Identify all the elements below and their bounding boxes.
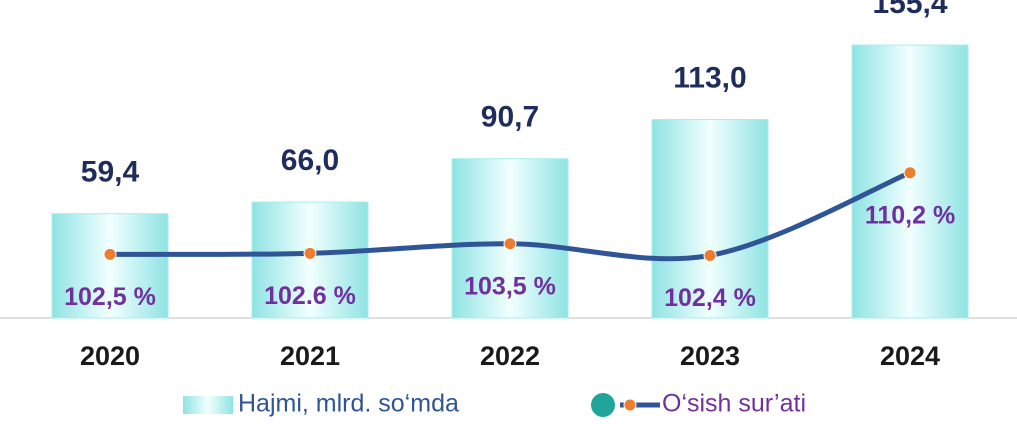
legend-label: O‘sish sur’ati: [662, 390, 806, 418]
x-tick-label: 2023: [680, 341, 740, 371]
line-value-label: 102,4 %: [664, 284, 756, 312]
line-marker: [503, 237, 517, 251]
x-tick-label: 2022: [480, 341, 540, 371]
x-tick-label: 2021: [280, 341, 340, 371]
line-value-label: 102,5 %: [64, 283, 156, 311]
line-marker: [103, 247, 117, 261]
bar-value-label: 66,0: [281, 144, 339, 177]
line-marker: [303, 246, 317, 260]
legend-label: Hajmi, mlrd. so‘mda: [238, 390, 459, 418]
bar-value-label: 155,4: [872, 0, 947, 20]
line-value-label: 102.6 %: [264, 282, 356, 310]
line-value-label: 110,2 %: [865, 201, 955, 229]
x-tick-label: 2020: [80, 341, 140, 371]
legend-marker: [623, 398, 637, 412]
bar: [251, 201, 369, 319]
bar-value-label: 59,4: [81, 156, 140, 189]
bar: [51, 213, 169, 319]
bar: [851, 44, 969, 319]
bar-value-label: 90,7: [481, 101, 539, 134]
bar: [651, 119, 769, 319]
line-marker: [903, 166, 917, 180]
line-value-label: 103,5 %: [464, 272, 556, 300]
x-tick-label: 2024: [880, 341, 940, 371]
legend-swatch: [183, 396, 233, 414]
legend-marker-dot: [591, 393, 615, 417]
bar-value-label: 113,0: [673, 61, 746, 94]
line-marker: [703, 248, 717, 262]
